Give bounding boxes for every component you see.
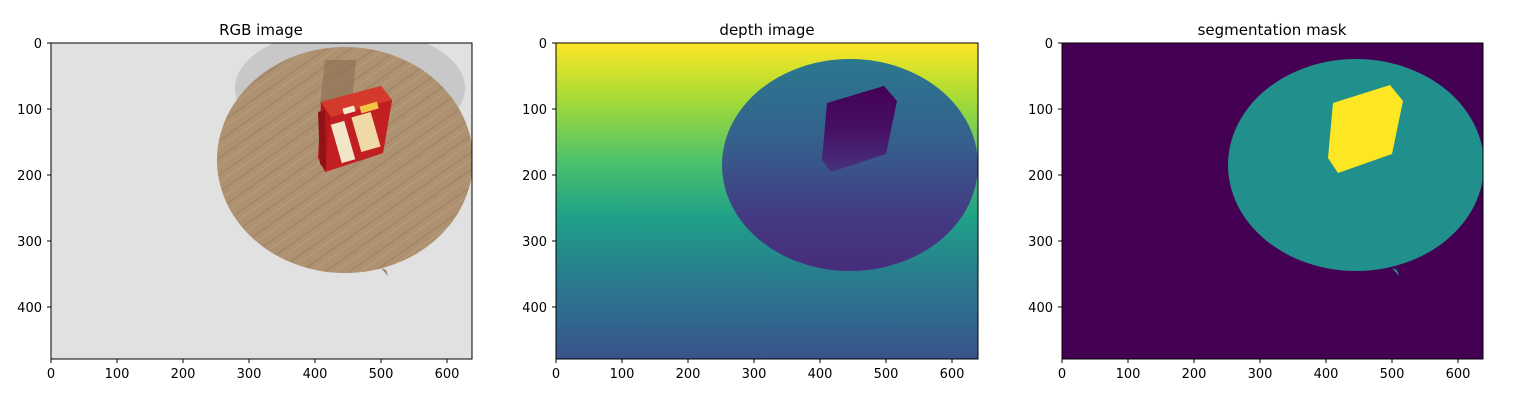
x-tick-label: 500 (874, 367, 899, 382)
y-tick-label: 300 (522, 235, 547, 250)
x-tick: 600 (1446, 359, 1471, 382)
y-tick: 300 (17, 235, 51, 250)
y-tick-label: 200 (1028, 169, 1053, 184)
x-tick: 300 (1248, 359, 1273, 382)
x-tick-label: 100 (105, 367, 130, 382)
y-tick: 300 (1028, 235, 1062, 250)
rgb-image (51, 43, 472, 359)
rgb-panel: RGB image 0 100 200 300 400 (17, 21, 473, 382)
depth-panel: depth image 0 100 200 300 400 500 600 0 … (522, 21, 979, 382)
y-tick-label: 100 (17, 103, 42, 118)
x-tick-label: 200 (1182, 367, 1207, 382)
x-tick: 200 (676, 359, 701, 382)
x-tick: 500 (1380, 359, 1405, 382)
y-tick-label: 300 (1028, 235, 1053, 250)
x-tick: 0 (47, 359, 55, 382)
x-tick: 400 (1314, 359, 1339, 382)
x-tick-label: 0 (1058, 367, 1066, 382)
y-tick: 400 (1028, 301, 1062, 316)
x-tick: 600 (435, 359, 460, 382)
y-tick: 200 (522, 169, 556, 184)
x-tick: 100 (1116, 359, 1141, 382)
x-tick-label: 600 (435, 367, 460, 382)
x-tick-label: 0 (552, 367, 560, 382)
y-tick-label: 400 (17, 301, 42, 316)
x-tick-label: 600 (1446, 367, 1471, 382)
x-tick: 0 (1058, 359, 1066, 382)
y-tick-label: 0 (34, 37, 42, 52)
x-tick-label: 300 (742, 367, 767, 382)
y-tick-label: 0 (539, 37, 547, 52)
table-leg (381, 268, 388, 276)
x-tick: 100 (105, 359, 130, 382)
y-tick-label: 0 (1045, 37, 1053, 52)
x-tick: 200 (1182, 359, 1207, 382)
rgb-frame (50, 42, 473, 360)
x-tick-label: 500 (1380, 367, 1405, 382)
x-tick-label: 500 (369, 367, 394, 382)
x-tick: 300 (742, 359, 767, 382)
y-tick: 0 (539, 37, 556, 52)
y-tick: 100 (1028, 103, 1062, 118)
segmentation-table-leg (1392, 268, 1399, 276)
y-tick: 400 (17, 301, 51, 316)
x-tick: 0 (552, 359, 560, 382)
y-tick: 200 (17, 169, 51, 184)
y-tick: 0 (34, 37, 51, 52)
y-tick-label: 100 (1028, 103, 1053, 118)
y-tick-label: 200 (522, 169, 547, 184)
x-tick-label: 300 (237, 367, 262, 382)
x-tick: 100 (610, 359, 635, 382)
y-tick-label: 100 (522, 103, 547, 118)
segmentation-image (1062, 43, 1483, 359)
segmentation-object (1328, 85, 1403, 173)
y-axis: 0 100 200 300 400 (1028, 37, 1062, 316)
depth-frame (555, 42, 979, 360)
cereal-box-image (318, 86, 392, 172)
segmentation-panel: segmentation mask 0 100 200 300 400 500 … (1028, 21, 1484, 382)
y-axis: 0 100 200 300 400 (522, 37, 556, 316)
panel-title: segmentation mask (1198, 21, 1347, 39)
x-tick: 300 (237, 359, 262, 382)
depth-image (556, 43, 978, 359)
y-tick-label: 200 (17, 169, 42, 184)
x-tick: 500 (874, 359, 899, 382)
x-tick: 400 (808, 359, 833, 382)
panel-title: depth image (719, 21, 814, 39)
x-axis: 0 100 200 300 400 500 600 (1058, 359, 1471, 382)
y-tick: 100 (17, 103, 51, 118)
y-tick: 0 (1045, 37, 1062, 52)
x-tick-label: 400 (808, 367, 833, 382)
y-tick: 100 (522, 103, 556, 118)
box-shadow (320, 60, 356, 104)
y-tick: 400 (522, 301, 556, 316)
y-tick: 300 (522, 235, 556, 250)
y-tick: 200 (1028, 169, 1062, 184)
y-tick-label: 300 (17, 235, 42, 250)
x-tick-label: 300 (1248, 367, 1273, 382)
segmentation-frame (1061, 42, 1484, 360)
depth-box (822, 86, 897, 172)
panel-title: RGB image (219, 21, 303, 39)
x-tick-label: 600 (940, 367, 965, 382)
x-tick-label: 400 (1314, 367, 1339, 382)
x-tick: 200 (171, 359, 196, 382)
x-tick-label: 400 (303, 367, 328, 382)
y-axis: 0 100 200 300 400 (17, 37, 51, 316)
x-tick: 600 (940, 359, 965, 382)
x-tick-label: 200 (676, 367, 701, 382)
x-tick: 500 (369, 359, 394, 382)
x-tick-label: 0 (47, 367, 55, 382)
x-axis: 0 100 200 300 400 500 600 (47, 359, 460, 382)
x-axis: 0 100 200 300 400 500 600 (552, 359, 965, 382)
x-tick-label: 100 (1116, 367, 1141, 382)
x-tick-label: 200 (171, 367, 196, 382)
x-tick-label: 100 (610, 367, 635, 382)
x-tick: 400 (303, 359, 328, 382)
y-tick-label: 400 (1028, 301, 1053, 316)
y-tick-label: 400 (522, 301, 547, 316)
